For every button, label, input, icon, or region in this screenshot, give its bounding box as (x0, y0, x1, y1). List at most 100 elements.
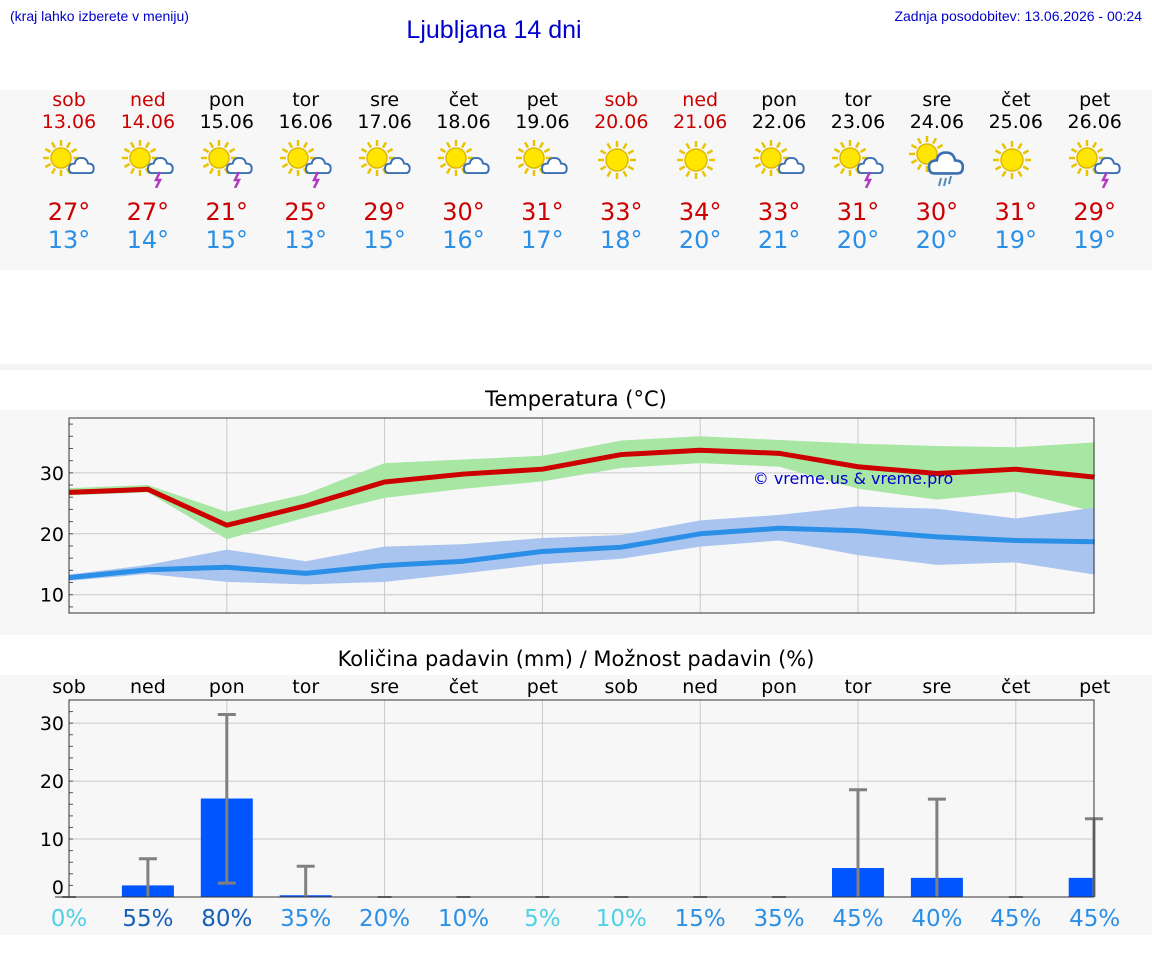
y-tick-label: 20 (40, 771, 64, 793)
precipitation-probability: 10% (596, 906, 647, 932)
min-temperature: 13° (47, 226, 91, 254)
precipitation-bar (1068, 877, 1094, 897)
sun-icon (670, 136, 730, 188)
day-name: sre (370, 89, 400, 111)
precipitation-probability: 80% (201, 906, 252, 932)
day-date: 19.06 (515, 111, 570, 133)
precipitation-probability: 10% (438, 906, 489, 932)
precipitation-probability: 20% (359, 906, 410, 932)
day-date: 17.06 (357, 111, 412, 133)
min-temperature: 15° (363, 226, 406, 254)
temperature-plot-frame (68, 417, 1095, 614)
y-tick-label: 30 (40, 713, 64, 735)
precipitation-probability: 15% (675, 906, 726, 932)
min-temperature: 15° (205, 226, 249, 254)
sun-cloud-icon (434, 136, 494, 188)
y-tick-label: 10 (40, 585, 64, 607)
sun-storm-icon (197, 136, 257, 189)
precip-day-label: sre (922, 676, 951, 698)
precip-day-label: pon (761, 676, 797, 698)
max-temperature: 27° (47, 198, 91, 226)
sun-icon (591, 136, 651, 188)
day-date: 25.06 (988, 111, 1043, 133)
day-name: pet (1079, 89, 1111, 111)
y-tick-label: 30 (40, 463, 64, 485)
location-hint[interactable]: (kraj lahko izberete v meniju) (10, 8, 189, 24)
day-name: ned (129, 89, 166, 111)
max-temperature: 30° (915, 198, 959, 226)
precip-day-label: sre (370, 676, 399, 698)
sun-storm-icon (1065, 136, 1125, 189)
precipitation-probability: 45% (1069, 906, 1120, 932)
last-update: Zadnja posodobitev: 13.06.2026 - 00:24 (894, 8, 1142, 24)
max-temperature: 30° (442, 198, 485, 226)
forecast-band (0, 90, 1152, 270)
day-date: 18.06 (436, 111, 491, 133)
max-temperature: 29° (363, 198, 406, 226)
precip-day-label: tor (292, 676, 319, 698)
precip-day-label: čet (449, 676, 479, 698)
max-temperature: 31° (836, 198, 880, 226)
precip-day-label: tor (845, 676, 872, 698)
day-date: 22.06 (751, 111, 807, 133)
day-name: pon (761, 89, 797, 111)
sun-cloud-icon (355, 136, 415, 188)
precip-day-label: ned (130, 676, 166, 698)
page-title: Ljubljana 14 dni (406, 16, 582, 44)
day-date: 23.06 (830, 111, 886, 133)
day-name: sre (922, 89, 952, 111)
precipitation-probability: 45% (990, 906, 1041, 932)
precipitation-probability: 35% (754, 906, 805, 932)
max-temperature: 25° (284, 198, 327, 226)
max-temperature: 34° (678, 198, 722, 226)
day-name: pet (526, 89, 558, 111)
y-tick-label: 10 (40, 829, 64, 851)
min-temperature: 13° (284, 226, 327, 254)
day-name: ned (682, 89, 719, 111)
min-temperature: 14° (126, 226, 170, 254)
precip-day-label: čet (1001, 676, 1031, 698)
max-temperature: 27° (126, 198, 170, 226)
max-temperature: 33° (600, 198, 643, 226)
day-name: sob (52, 89, 86, 111)
min-temperature: 16° (442, 226, 485, 254)
sun-icon (986, 136, 1046, 188)
day-date: 20.06 (594, 111, 649, 133)
sun-rain-icon (907, 136, 967, 188)
precip-day-label: ned (682, 676, 718, 698)
min-temperature-line (68, 525, 1095, 581)
day-name: sob (604, 89, 639, 111)
max-temperature-line (68, 447, 1095, 528)
day-date: 15.06 (199, 111, 254, 133)
day-name: čet (1001, 89, 1031, 111)
precip-day-label: pon (209, 676, 245, 698)
day-date: 16.06 (278, 111, 333, 133)
day-name: pon (208, 89, 245, 111)
divider (0, 364, 1152, 370)
sun-cloud-icon (39, 136, 99, 188)
min-temperature: 20° (836, 226, 880, 254)
min-temperature-band (69, 506, 1095, 585)
precipitation-probability: 55% (122, 906, 173, 932)
temperature-chart-title: Temperatura (°C) (485, 387, 667, 411)
precipitation-probability: 40% (911, 906, 962, 932)
day-name: tor (292, 89, 320, 111)
precipitation-plot-frame (68, 699, 1095, 897)
day-date: 13.06 (41, 111, 97, 133)
precipitation-chart-title: Količina padavin (mm) / Možnost padavin … (337, 647, 815, 671)
max-temperature: 29° (1073, 198, 1116, 226)
min-temperature: 21° (757, 226, 801, 254)
sun-cloud-icon (512, 136, 572, 188)
day-name: čet (448, 89, 479, 111)
precipitation-probability: 5% (524, 906, 561, 932)
day-name: tor (844, 89, 872, 111)
y-tick-label: 20 (40, 524, 64, 546)
sun-storm-icon (276, 136, 336, 189)
precipitation-probability: 45% (832, 906, 883, 932)
sun-storm-icon (828, 136, 888, 189)
max-temperature: 33° (757, 198, 801, 226)
day-date: 26.06 (1067, 111, 1122, 133)
min-temperature: 20° (678, 226, 722, 254)
precipitation-probability: 0% (51, 906, 88, 932)
